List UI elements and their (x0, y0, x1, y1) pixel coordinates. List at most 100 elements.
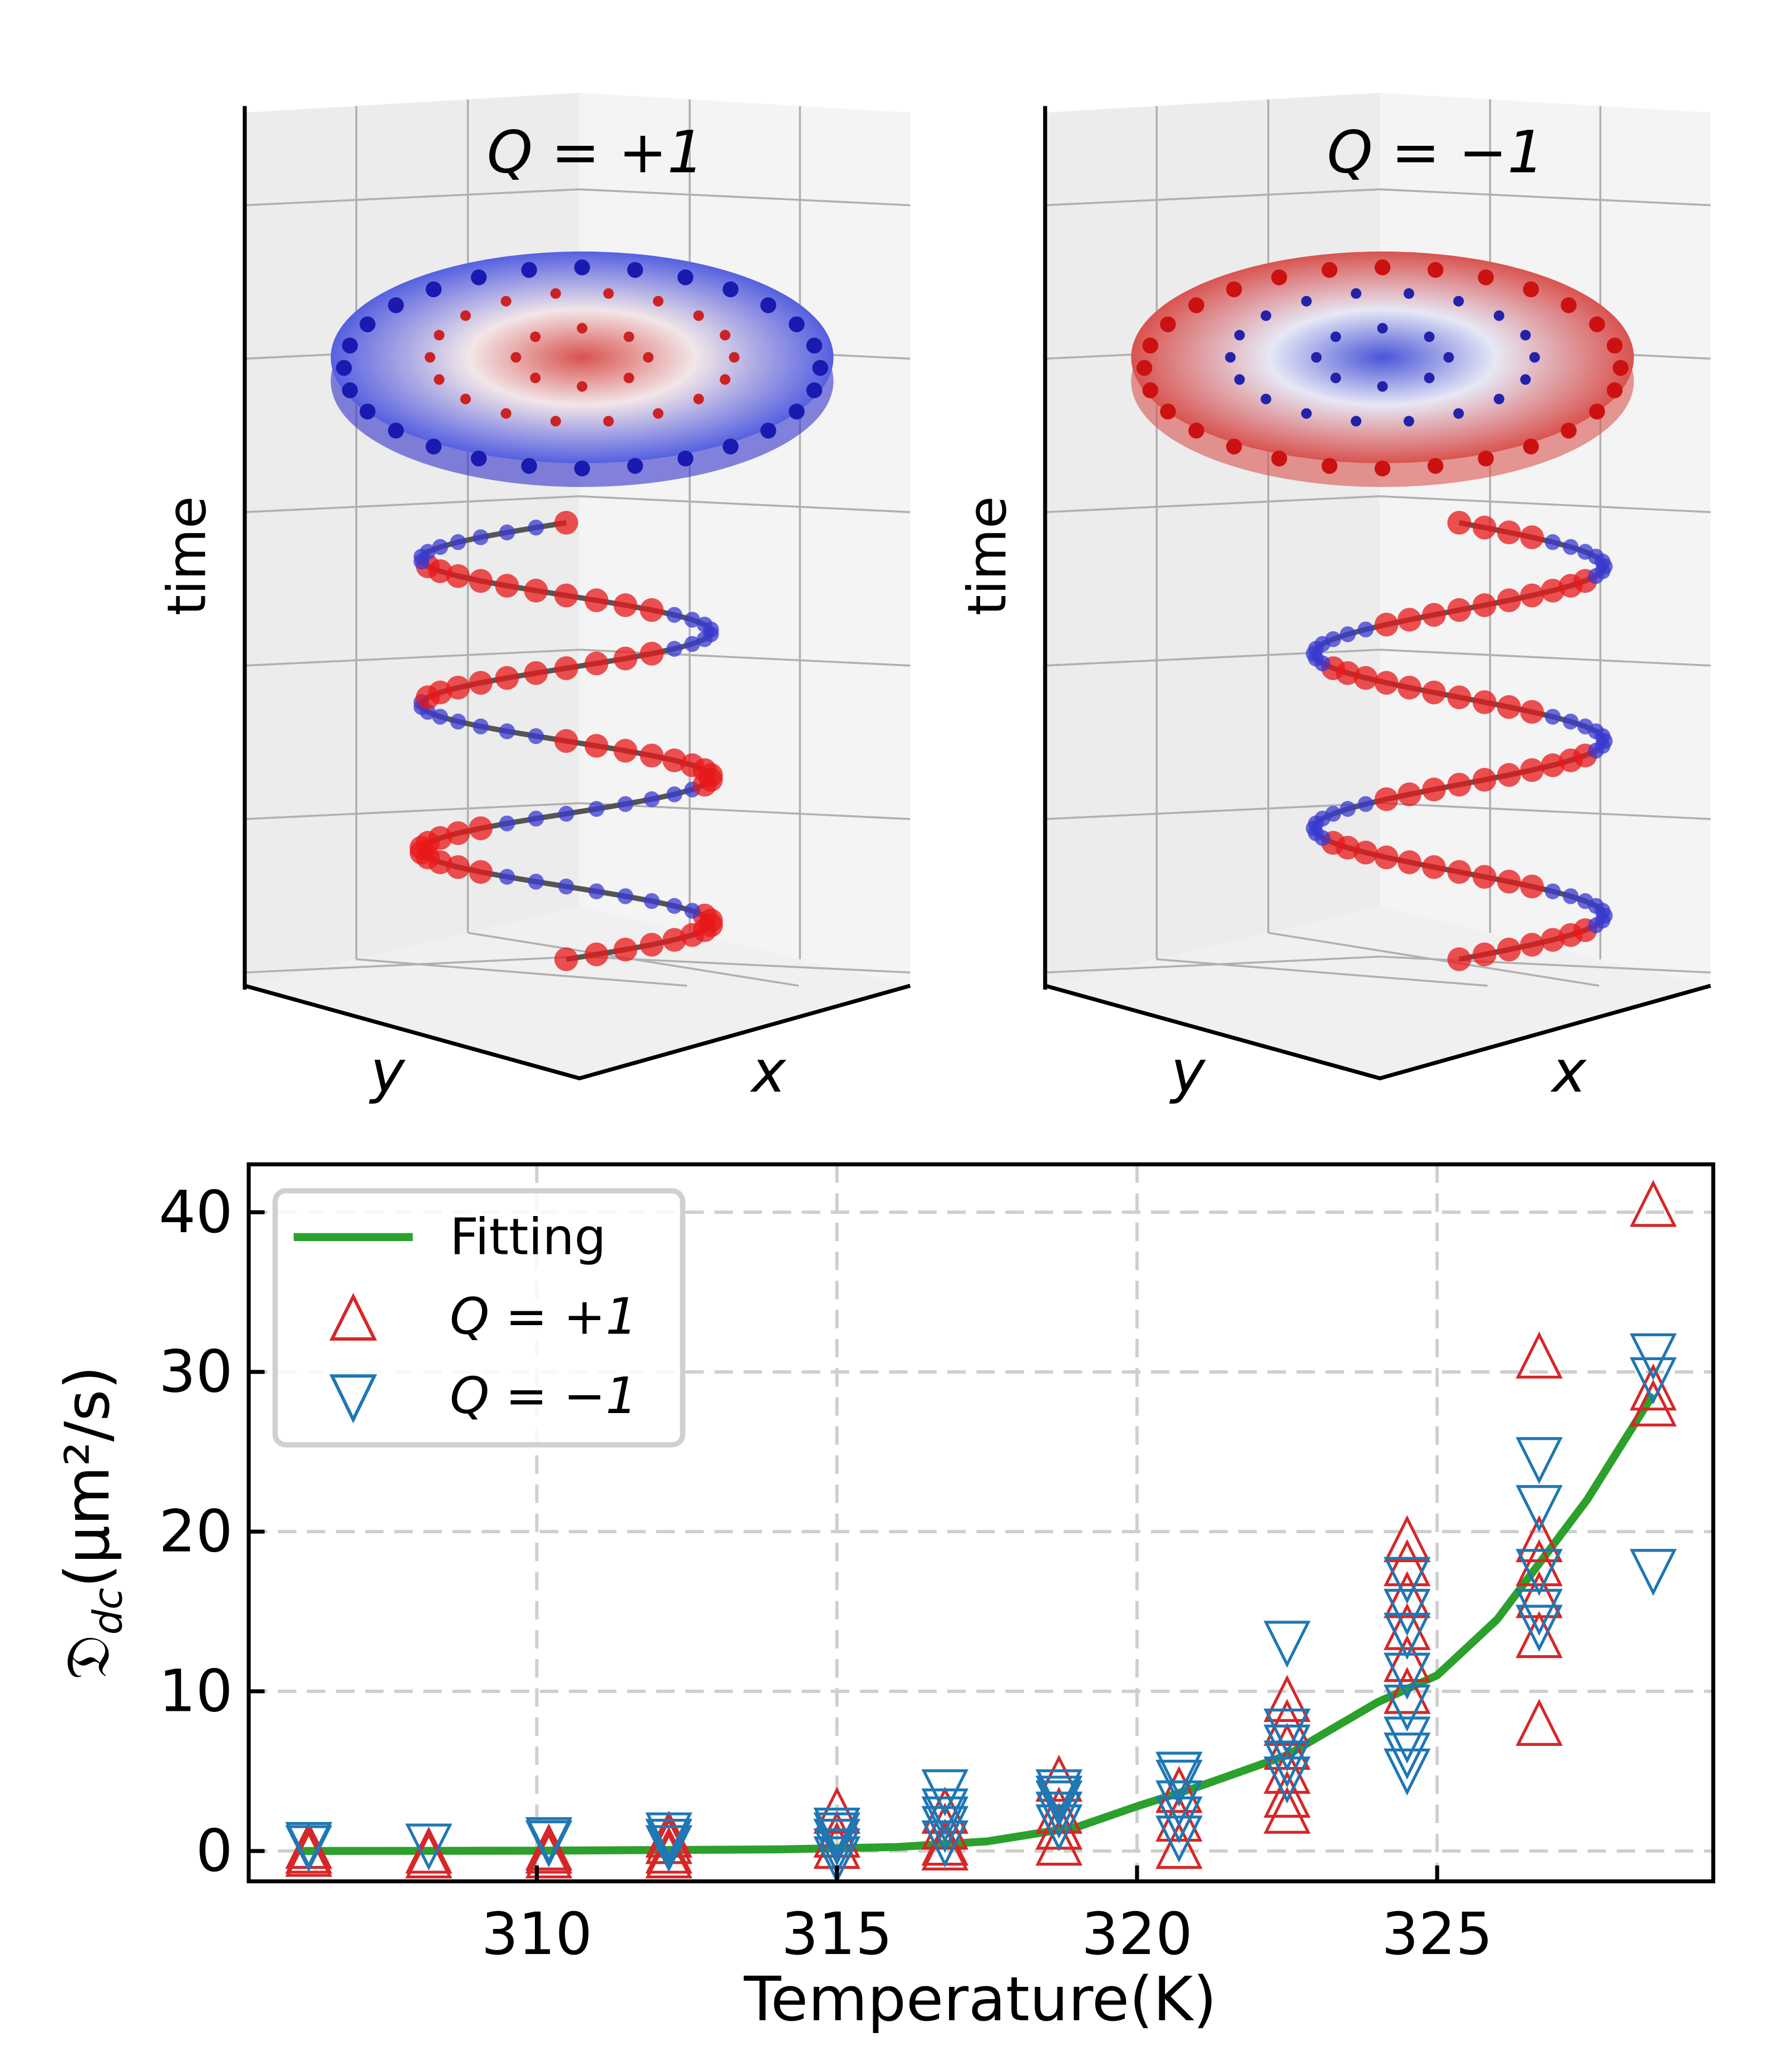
spin-arrow (577, 323, 588, 334)
spin-arrow (360, 403, 376, 420)
trajectory-point (643, 893, 660, 909)
trajectory-point (1562, 539, 1579, 555)
gridline (244, 188, 580, 206)
gridline (1045, 495, 1380, 513)
trajectory-point (639, 744, 664, 767)
trajectory-point (1520, 874, 1544, 899)
x-tick-label: 315 (781, 1900, 893, 1968)
trajectory-point (1357, 621, 1374, 638)
spin-arrow (1234, 329, 1245, 341)
spin-arrow (1142, 337, 1159, 354)
spin-arrow (577, 381, 588, 392)
spin-arrow (521, 457, 537, 474)
trajectory-point (420, 544, 436, 560)
spin-arrow (530, 331, 541, 342)
spin-arrow (1301, 408, 1312, 419)
spin-arrow (1403, 288, 1414, 299)
q-minus-marker (1263, 1724, 1311, 1772)
spin-arrow (720, 374, 731, 385)
q-minus-marker (921, 1769, 969, 1817)
trajectory-point (499, 869, 515, 885)
spin-arrow (722, 281, 739, 298)
q-minus-marker (1263, 1709, 1311, 1756)
q-plus-marker (1630, 1379, 1677, 1427)
q-plus-marker (1263, 1699, 1311, 1746)
spin-arrow (1523, 281, 1539, 298)
q-minus-marker (921, 1796, 969, 1844)
trajectory-point (473, 529, 489, 545)
q-plus-marker (1383, 1515, 1431, 1563)
q-plus-marker (405, 1831, 452, 1879)
trajectory-point (1472, 593, 1497, 617)
trajectory-point (684, 612, 701, 628)
gridline (356, 958, 687, 987)
trajectory-point (1325, 631, 1341, 647)
spin-arrow (1377, 323, 1388, 334)
trajectory-point (1541, 753, 1565, 777)
q-minus-marker (1516, 1605, 1563, 1652)
q-minus-marker (1516, 1549, 1563, 1596)
trajectory-point (666, 898, 682, 914)
spin-arrow (1606, 382, 1623, 398)
spin-arrow (627, 262, 643, 278)
q-minus-marker (645, 1819, 693, 1866)
spin-arrow (342, 337, 358, 354)
q-minus-marker (1630, 1333, 1677, 1381)
legend-qplus-label: Q = +1 (450, 1287, 637, 1346)
trajectory-point (666, 607, 682, 623)
panel-q-plus: Q = +1 time y x (156, 92, 911, 1105)
q-minus-marker (1155, 1815, 1203, 1863)
trajectory-point (639, 598, 664, 622)
trajectory-point (554, 583, 578, 608)
spin-arrow (1261, 310, 1272, 321)
y-tick-label: 0 (196, 1817, 233, 1885)
trajectory-point (1354, 840, 1378, 865)
q-plus-marker (813, 1786, 861, 1834)
trajectory-point (1520, 933, 1544, 957)
spin-arrow (1301, 296, 1312, 307)
spin-arrow (806, 382, 823, 398)
trajectory-point (432, 539, 449, 555)
q-minus-marker (645, 1825, 693, 1873)
trajectory-point (469, 569, 493, 593)
spin-arrow (470, 450, 487, 467)
q-minus-marker (1383, 1733, 1431, 1780)
trajectory-point (499, 524, 515, 540)
q-plus-marker (1383, 1603, 1431, 1650)
floor (244, 906, 911, 1079)
spin-arrow (1493, 310, 1504, 321)
spin-arrow (1606, 337, 1623, 354)
q-plus-marker (1263, 1770, 1311, 1818)
q-minus-marker (1035, 1775, 1083, 1823)
spin-arrow (1330, 372, 1341, 383)
spin-arrow (1427, 262, 1444, 278)
trajectory-point (1577, 718, 1593, 735)
q-minus-marker (1035, 1804, 1083, 1852)
trajectory-point (469, 860, 493, 884)
trajectory-point (1497, 763, 1521, 787)
spin-arrow (1261, 393, 1272, 405)
spin-arrow (510, 352, 521, 363)
x-axis-label: x (1550, 1037, 1587, 1105)
trajectory-point (639, 642, 664, 666)
trajectory-point (1472, 690, 1497, 715)
trajectory-point (1520, 758, 1544, 782)
trajectory-point (554, 729, 578, 753)
skyrmion-disk (331, 251, 834, 464)
gridline (1380, 495, 1711, 513)
trajectory-point (558, 805, 574, 822)
trajectory-point (684, 903, 701, 919)
spin-arrow (1589, 316, 1605, 332)
trajectory-point (588, 883, 604, 899)
q-minus-marker (1035, 1792, 1083, 1839)
trajectory-point (1544, 708, 1561, 725)
spin-arrow (388, 422, 404, 439)
trajectory-point (1374, 845, 1399, 869)
trajectory-point (613, 646, 638, 671)
trajectory-point (1497, 520, 1521, 545)
trajectory-point (1497, 695, 1521, 719)
spin-arrow (1234, 374, 1245, 385)
spin-arrow (1493, 393, 1504, 405)
trajectory-point (1562, 713, 1579, 730)
trajectory-point (473, 718, 489, 735)
